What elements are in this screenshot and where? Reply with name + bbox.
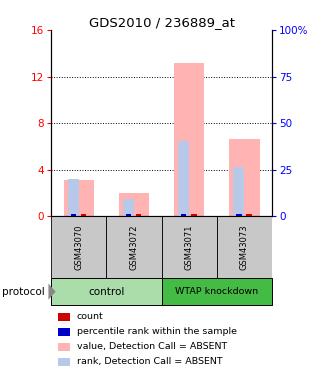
Title: GDS2010 / 236889_at: GDS2010 / 236889_at xyxy=(89,16,235,29)
Text: GSM43072: GSM43072 xyxy=(130,224,139,270)
Bar xyxy=(68,179,79,216)
Text: GSM43071: GSM43071 xyxy=(185,224,194,270)
Bar xyxy=(64,180,94,216)
Bar xyxy=(106,216,162,278)
Bar xyxy=(162,278,272,305)
Bar xyxy=(126,214,131,216)
Text: protocol: protocol xyxy=(2,286,44,297)
Bar xyxy=(233,167,244,216)
Bar xyxy=(191,214,196,216)
Text: value, Detection Call = ABSENT: value, Detection Call = ABSENT xyxy=(76,342,227,351)
Bar xyxy=(51,278,162,305)
Bar xyxy=(181,214,187,216)
Bar xyxy=(178,141,189,216)
Text: control: control xyxy=(88,286,124,297)
Bar xyxy=(136,214,141,216)
Bar xyxy=(58,313,70,321)
Bar xyxy=(58,358,70,366)
Bar xyxy=(246,214,252,216)
Bar xyxy=(236,214,242,216)
Bar xyxy=(123,199,134,216)
Bar xyxy=(58,328,70,336)
Text: GSM43070: GSM43070 xyxy=(74,224,83,270)
Bar xyxy=(162,216,217,278)
Bar xyxy=(217,216,272,278)
Bar xyxy=(71,214,76,216)
Bar xyxy=(119,193,149,216)
Bar xyxy=(58,343,70,351)
Text: percentile rank within the sample: percentile rank within the sample xyxy=(76,327,236,336)
Polygon shape xyxy=(48,284,56,300)
Bar xyxy=(174,63,204,216)
Text: count: count xyxy=(76,312,103,321)
Bar xyxy=(81,214,86,216)
Text: GSM43073: GSM43073 xyxy=(240,224,249,270)
Text: rank, Detection Call = ABSENT: rank, Detection Call = ABSENT xyxy=(76,357,222,366)
Bar xyxy=(51,216,106,278)
Bar xyxy=(229,140,260,216)
Text: WTAP knockdown: WTAP knockdown xyxy=(175,287,258,296)
